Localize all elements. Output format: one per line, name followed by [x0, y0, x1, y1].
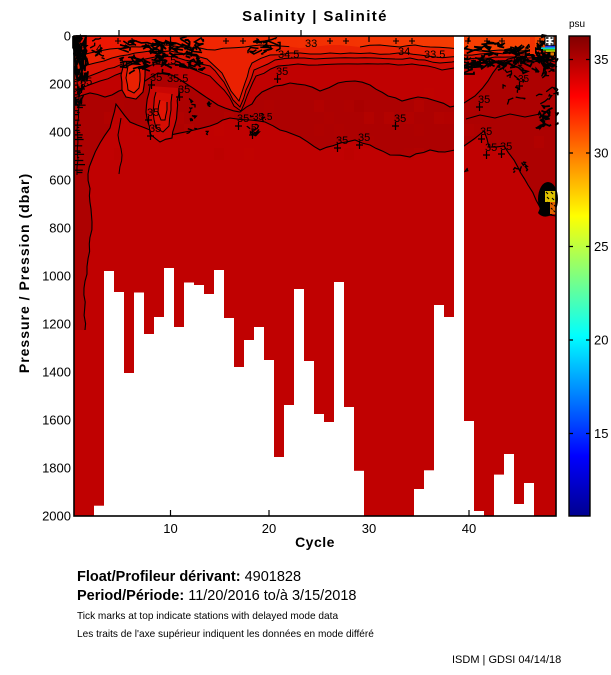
- svg-text:35: 35: [478, 94, 490, 106]
- svg-text:25: 25: [594, 239, 608, 254]
- svg-text:35: 35: [149, 123, 161, 135]
- svg-text:1200: 1200: [42, 317, 71, 332]
- svg-text:Pressure / Pression (dbar): Pressure / Pression (dbar): [16, 173, 32, 373]
- svg-text:Period/Période: 11/20/2016 to/: Period/Période: 11/20/2016 to/à 3/15/201…: [77, 588, 356, 604]
- svg-text:33: 33: [305, 38, 317, 50]
- svg-text:Cycle: Cycle: [295, 534, 335, 550]
- svg-text:Float/Profileur dérivant: 4901: Float/Profileur dérivant: 4901828: [77, 569, 301, 585]
- svg-text:200: 200: [49, 77, 71, 92]
- svg-text:Les traits de l'axe supérieur: Les traits de l'axe supérieur indiquent …: [77, 629, 374, 640]
- svg-text:20: 20: [262, 521, 276, 536]
- svg-text:34.5: 34.5: [278, 49, 299, 61]
- svg-text:30: 30: [594, 146, 608, 161]
- svg-text:40: 40: [462, 521, 476, 536]
- svg-text:1600: 1600: [42, 413, 71, 428]
- svg-text:35.5: 35.5: [167, 73, 188, 85]
- svg-text:15: 15: [594, 426, 608, 441]
- svg-text:2000: 2000: [42, 509, 71, 524]
- svg-text:35.5: 35.5: [155, 55, 176, 67]
- svg-text:35: 35: [480, 126, 492, 138]
- svg-text:0: 0: [64, 29, 71, 44]
- svg-text:35: 35: [500, 141, 512, 153]
- svg-text:30: 30: [362, 521, 376, 536]
- svg-text:400: 400: [49, 125, 71, 140]
- svg-text:35: 35: [336, 135, 348, 147]
- svg-text:35: 35: [237, 113, 249, 125]
- svg-text:35: 35: [80, 76, 92, 88]
- svg-text:34: 34: [398, 46, 410, 58]
- svg-text:4: 4: [96, 43, 102, 55]
- svg-text:35: 35: [394, 113, 406, 125]
- svg-text:Tick marks at top indicate sta: Tick marks at top indicate stations with…: [77, 611, 338, 622]
- svg-text:35: 35: [358, 132, 370, 144]
- svg-text:ISDM | GDSI 04/14/18: ISDM | GDSI 04/14/18: [452, 654, 561, 666]
- svg-text:5: 5: [251, 123, 257, 134]
- svg-text:psu: psu: [569, 19, 585, 30]
- svg-text:35: 35: [178, 84, 190, 96]
- svg-text:1800: 1800: [42, 461, 71, 476]
- svg-text:1000: 1000: [42, 269, 71, 284]
- svg-text:35: 35: [485, 142, 497, 154]
- svg-text:35: 35: [594, 52, 608, 67]
- svg-text:35: 35: [518, 74, 530, 85]
- svg-text:33.5: 33.5: [424, 49, 445, 61]
- svg-text:1400: 1400: [42, 365, 71, 380]
- svg-text:10: 10: [163, 521, 177, 536]
- svg-text:35: 35: [150, 72, 162, 84]
- svg-text:800: 800: [49, 221, 71, 236]
- svg-text:35: 35: [276, 66, 288, 78]
- svg-text:35: 35: [147, 107, 159, 119]
- svg-text:600: 600: [49, 173, 71, 188]
- svg-text:Salinity | Salinité: Salinity | Salinité: [242, 8, 388, 25]
- svg-text:35.5: 35.5: [253, 112, 273, 123]
- svg-text:20: 20: [594, 333, 608, 348]
